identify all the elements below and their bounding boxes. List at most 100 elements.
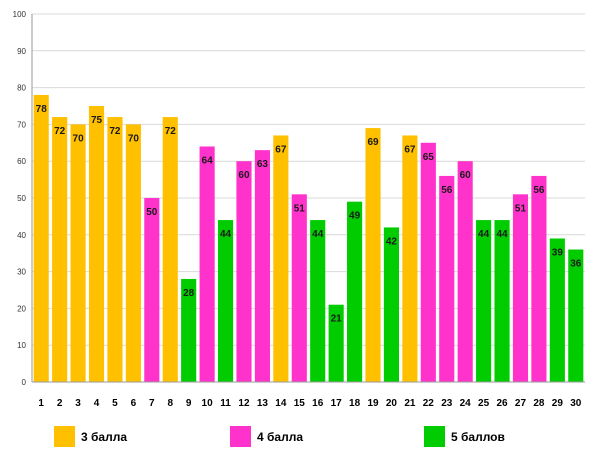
legend-label-3: 5 баллов	[451, 429, 505, 444]
x-tick-label-14: 14	[275, 398, 287, 409]
x-tick-label-17: 17	[331, 398, 343, 409]
x-tick-label-22: 22	[423, 398, 435, 409]
bar-29	[549, 238, 565, 382]
x-tick-label-10: 10	[202, 398, 214, 409]
x-tick-label-6: 6	[131, 398, 137, 409]
data-label-29: 39	[552, 247, 564, 258]
data-label-3: 70	[73, 133, 85, 144]
x-tick-label-30: 30	[570, 398, 582, 409]
data-label-13: 63	[257, 159, 269, 170]
legend-label-2: 4 балла	[257, 429, 304, 444]
x-tick-label-9: 9	[186, 398, 192, 409]
x-tick-label-15: 15	[294, 398, 306, 409]
x-tick-label-8: 8	[167, 398, 173, 409]
bar-28	[531, 175, 547, 382]
bar-1	[33, 94, 49, 383]
legend-swatch-3	[424, 426, 445, 447]
data-label-12: 60	[238, 170, 250, 181]
y-tick-label: 10	[17, 341, 26, 350]
bar-10	[199, 146, 215, 382]
y-tick-label: 30	[17, 268, 26, 277]
y-tick-label: 80	[17, 84, 26, 93]
data-label-30: 36	[570, 259, 582, 270]
x-tick-label-20: 20	[386, 398, 398, 409]
data-label-9: 28	[183, 288, 195, 299]
x-tick-label-13: 13	[257, 398, 269, 409]
bar-12	[236, 161, 252, 382]
x-tick-label-23: 23	[441, 398, 453, 409]
bar-17	[328, 304, 344, 382]
x-tick-label-3: 3	[75, 398, 81, 409]
bar-7	[144, 198, 160, 382]
data-label-5: 72	[109, 126, 121, 137]
bar-9	[181, 278, 197, 382]
x-tick-label-26: 26	[496, 398, 508, 409]
data-label-15: 51	[294, 203, 306, 214]
x-tick-label-25: 25	[478, 398, 490, 409]
data-label-21: 67	[404, 144, 416, 155]
bar-24	[457, 161, 473, 382]
data-label-16: 44	[312, 229, 324, 240]
data-label-25: 44	[478, 229, 490, 240]
data-label-24: 60	[460, 170, 472, 181]
data-label-18: 49	[349, 211, 361, 222]
bar-4	[88, 106, 105, 382]
bar-15	[291, 194, 307, 382]
data-label-1: 78	[36, 104, 48, 115]
data-label-19: 69	[367, 137, 379, 148]
y-tick-label: 100	[13, 10, 27, 19]
y-tick-label: 60	[17, 157, 26, 166]
bar-21	[402, 135, 418, 382]
bar-20	[383, 227, 400, 382]
x-tick-label-21: 21	[404, 398, 416, 409]
legend-label-1: 3 балла	[81, 429, 128, 444]
x-tick-label-18: 18	[349, 398, 361, 409]
data-label-8: 72	[165, 126, 177, 137]
data-label-2: 72	[54, 126, 66, 137]
legend-swatch-2	[230, 426, 251, 447]
y-tick-label: 90	[17, 47, 26, 56]
bar-6	[125, 124, 141, 383]
bar-23	[439, 175, 455, 382]
data-label-7: 50	[146, 207, 158, 218]
bar-13	[254, 150, 270, 382]
data-labels: 78 72 70 75 72 70 50 72 28 64 44 60 63 67 51 44 21 49 69 42…	[36, 104, 582, 325]
data-label-28: 56	[533, 185, 545, 196]
x-tick-label-24: 24	[460, 398, 472, 409]
x-tick-label-12: 12	[238, 398, 250, 409]
y-axis: 0 10 20 30 40 50 60 70 80 90 100	[13, 10, 33, 387]
x-axis: 1 2 3 4 5 6 7 8 9 10 11 12 13 14 15 16 17 18 19 20 21 22 23 24 2…	[32, 381, 585, 409]
data-label-27: 51	[515, 203, 527, 214]
data-label-17: 21	[331, 314, 343, 325]
x-tick-label-2: 2	[57, 398, 63, 409]
data-label-26: 44	[496, 229, 508, 240]
bar-3	[70, 124, 86, 383]
data-label-20: 42	[386, 236, 398, 247]
gridlines	[32, 13, 585, 383]
data-label-11: 44	[220, 229, 232, 240]
x-tick-label-19: 19	[367, 398, 379, 409]
x-tick-label-5: 5	[112, 398, 118, 409]
bar-2	[52, 117, 68, 382]
x-tick-label-4: 4	[94, 398, 100, 409]
legend-item-2: 4 балла	[230, 426, 303, 447]
bar-14	[273, 135, 289, 382]
bar-26	[494, 220, 510, 382]
bar-27	[512, 194, 529, 382]
y-tick-label: 40	[17, 231, 26, 240]
bar-22	[420, 142, 436, 382]
legend-swatch-1	[54, 426, 75, 447]
x-tick-label-7: 7	[149, 398, 155, 409]
x-tick-label-27: 27	[515, 398, 527, 409]
bar-5	[107, 117, 123, 382]
data-label-10: 64	[202, 155, 214, 166]
x-tick-label-28: 28	[533, 398, 545, 409]
data-label-14: 67	[275, 144, 287, 155]
legend-item-1: 3 балла	[54, 426, 127, 447]
data-label-23: 56	[441, 185, 453, 196]
bar-11	[217, 220, 234, 382]
bar-30	[568, 249, 584, 382]
data-label-22: 65	[423, 152, 435, 163]
y-tick-label: 0	[22, 378, 27, 387]
